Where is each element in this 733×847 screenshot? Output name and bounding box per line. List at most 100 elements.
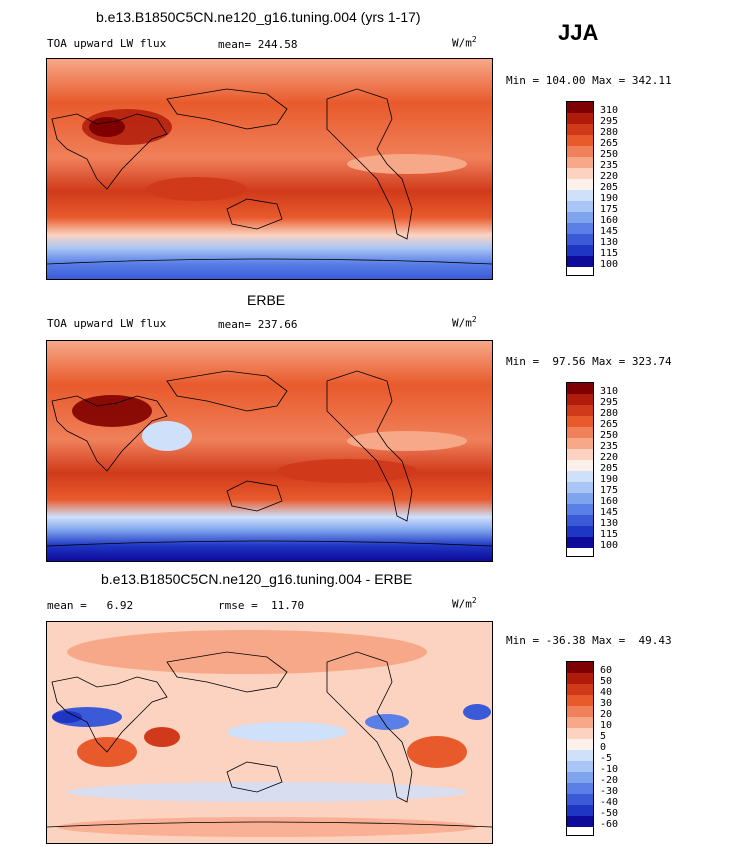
colorbar-label: 0 (600, 742, 607, 753)
colorbar-label: 265 (600, 138, 619, 149)
panel2-minmax: Min = 97.56 Max = 323.74 (506, 355, 672, 368)
colorbar-swatch (567, 794, 593, 805)
colorbar-label: 115 (600, 529, 619, 540)
panel1-minmax: Min = 104.00 Max = 342.11 (506, 74, 672, 87)
colorbar-label: 295 (600, 397, 619, 408)
colorbar-swatch (567, 201, 593, 212)
panel1-map-image (47, 59, 492, 279)
colorbar-swatch (567, 772, 593, 783)
colorbar-swatch (567, 190, 593, 201)
panel3-map (46, 621, 493, 844)
panel3-minmax: Min = -36.38 Max = 49.43 (506, 634, 672, 647)
colorbar-swatch (567, 662, 593, 673)
colorbar-label: 190 (600, 193, 619, 204)
colorbar-label: 175 (600, 204, 619, 215)
colorbar-label: 60 (600, 665, 613, 676)
colorbar-swatch (567, 179, 593, 190)
colorbar-swatch (567, 537, 593, 548)
colorbar-swatch (567, 728, 593, 739)
colorbar-swatch (567, 212, 593, 223)
colorbar-swatch (567, 135, 593, 146)
colorbar-label: 100 (600, 259, 619, 270)
colorbar-swatch (567, 427, 593, 438)
colorbar-label: 310 (600, 105, 619, 116)
colorbar-label: 205 (600, 182, 619, 193)
colorbar-label: 280 (600, 127, 619, 138)
colorbar-swatch (567, 805, 593, 816)
colorbar-swatch (567, 493, 593, 504)
panel2-title: ERBE (247, 292, 286, 308)
colorbar-swatch (567, 706, 593, 717)
colorbar-swatch (567, 761, 593, 772)
colorbar-label: 220 (600, 171, 619, 182)
colorbar-swatch (567, 515, 593, 526)
panel2-variable: TOA upward LW flux (47, 317, 167, 330)
colorbar-label: -40 (600, 797, 619, 808)
colorbar-swatch (567, 245, 593, 256)
colorbar-swatch (567, 482, 593, 493)
colorbar-swatch (567, 783, 593, 794)
colorbar-swatch (567, 168, 593, 179)
panel2-map (46, 340, 493, 562)
colorbar-swatch (567, 394, 593, 405)
colorbar-label: 50 (600, 676, 613, 687)
colorbar-label: 175 (600, 485, 619, 496)
panel1-units: W/m2 (452, 35, 477, 50)
colorbar-swatch (567, 438, 593, 449)
colorbar-swatch (567, 124, 593, 135)
panel1-colorbar (566, 101, 594, 276)
colorbar-swatch (567, 234, 593, 245)
colorbar-swatch (567, 816, 593, 827)
season-label: JJA (558, 20, 599, 45)
colorbar-swatch (567, 695, 593, 706)
colorbar-label: 145 (600, 226, 619, 237)
colorbar-swatch (567, 750, 593, 761)
colorbar-label: 20 (600, 709, 613, 720)
colorbar-swatch (567, 223, 593, 234)
panel2-mean: mean= 237.66 (218, 318, 298, 331)
colorbar-swatch (567, 460, 593, 471)
colorbar-label: 295 (600, 116, 619, 127)
colorbar-label: 30 (600, 698, 613, 709)
colorbar-swatch (567, 416, 593, 427)
colorbar-swatch (567, 673, 593, 684)
panel3-rmse: rmse = 11.70 (218, 599, 305, 612)
panel1-variable: TOA upward LW flux (47, 37, 167, 50)
panel3-colorbar (566, 661, 594, 836)
colorbar-label: -20 (600, 775, 619, 786)
colorbar-swatch (567, 405, 593, 416)
panel3-title: b.e13.B1850C5CN.ne120_g16.tuning.004 - E… (101, 571, 413, 587)
colorbar-swatch (567, 717, 593, 728)
colorbar-label: 5 (600, 731, 607, 742)
panel1-map (46, 58, 493, 280)
colorbar-label: 235 (600, 441, 619, 452)
colorbar-label: 160 (600, 215, 619, 226)
colorbar-swatch (567, 471, 593, 482)
colorbar-label: 235 (600, 160, 619, 171)
colorbar-swatch (567, 504, 593, 515)
panel1-mean: mean= 244.58 (218, 38, 298, 51)
colorbar-swatch (567, 102, 593, 113)
colorbar-swatch (567, 526, 593, 537)
panel2-colorbar (566, 382, 594, 557)
colorbar-label: 100 (600, 540, 619, 551)
colorbar-label: 310 (600, 386, 619, 397)
panel3-units: W/m2 (452, 596, 477, 611)
colorbar-label: 160 (600, 496, 619, 507)
panel2-units: W/m2 (452, 315, 477, 330)
colorbar-swatch (567, 113, 593, 124)
colorbar-swatch (567, 256, 593, 267)
panel3-mean: mean = 6.92 (47, 599, 134, 612)
colorbar-label: 145 (600, 507, 619, 518)
colorbar-swatch (567, 146, 593, 157)
colorbar-label: 265 (600, 419, 619, 430)
colorbar-swatch (567, 739, 593, 750)
colorbar-label: -5 (600, 753, 613, 764)
panel1-title: b.e13.B1850C5CN.ne120_g16.tuning.004 (yr… (96, 9, 421, 25)
colorbar-label: -30 (600, 786, 619, 797)
colorbar-label: 205 (600, 463, 619, 474)
colorbar-label: -50 (600, 808, 619, 819)
colorbar-label: 280 (600, 408, 619, 419)
colorbar-label: -60 (600, 819, 619, 830)
colorbar-label: 40 (600, 687, 613, 698)
